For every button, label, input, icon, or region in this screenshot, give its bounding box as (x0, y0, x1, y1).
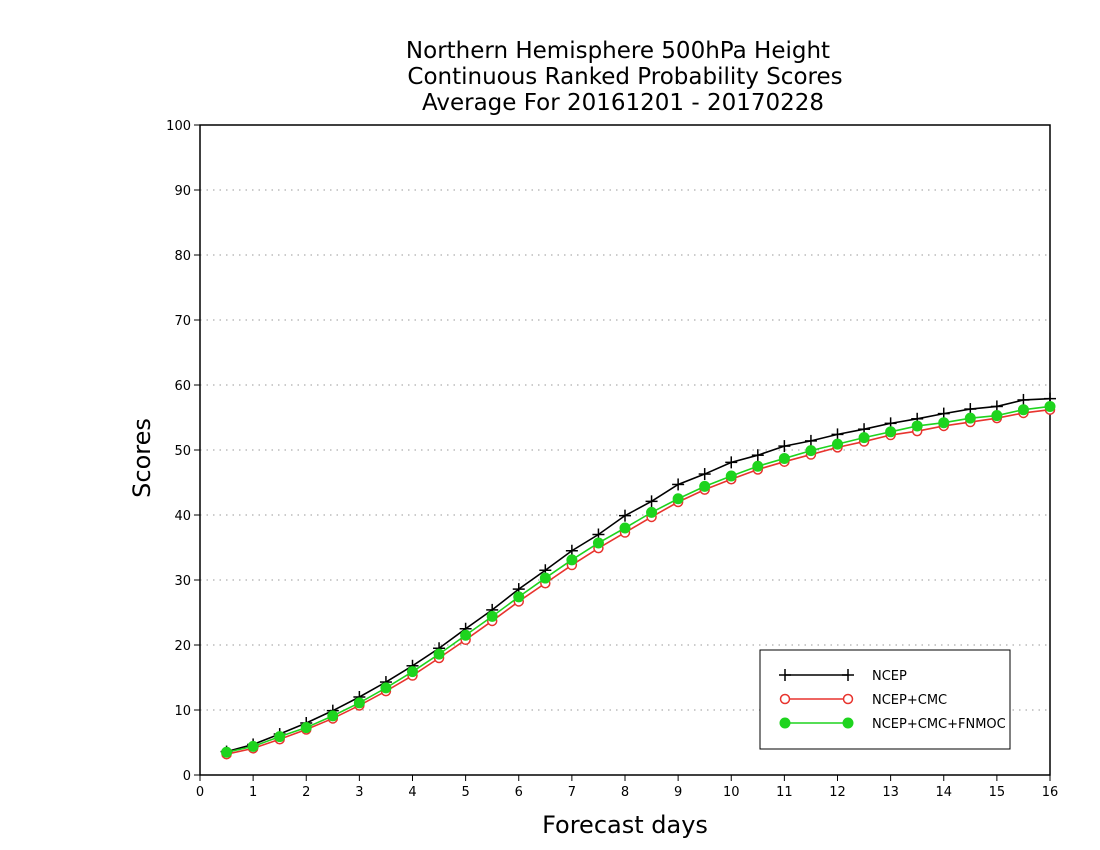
point-plus (725, 456, 738, 469)
x-tick-label: 16 (1042, 785, 1059, 800)
legend: NCEP NCEP+CMC NCEP+CMC+FNMOC (759, 649, 1011, 750)
title-line-1: Northern Hemisphere 500hPa Height (406, 38, 830, 64)
legend-entry: NCEP+CMC (779, 693, 947, 708)
chart-title: Northern Hemisphere 500hPa Height Contin… (406, 38, 843, 116)
point-plus (831, 428, 844, 441)
x-axis: 0 1 2 3 4 5 6 7 8 9 10 11 12 13 14 15 16 (196, 775, 1058, 800)
legend-label: NCEP+CMC (872, 693, 947, 708)
data-series (220, 392, 1056, 760)
x-tick-label: 15 (989, 785, 1006, 800)
point-filled-circle (486, 610, 498, 622)
y-tick-label: 80 (174, 249, 191, 264)
legend-entry: NCEP (779, 669, 907, 684)
y-tick-label: 50 (174, 444, 191, 459)
y-tick-label: 30 (174, 574, 191, 589)
y-tick-label: 0 (183, 769, 191, 784)
point-filled-circle (353, 697, 365, 709)
point-filled-circle (1044, 400, 1056, 412)
point-filled-circle (699, 480, 711, 492)
point-filled-circle (592, 537, 604, 549)
x-tick-label: 13 (882, 785, 899, 800)
point-plus (1017, 393, 1030, 406)
series-line (226, 397, 1051, 753)
point-filled-circle (247, 740, 259, 752)
point-filled-circle (938, 417, 950, 429)
x-tick-label: 1 (249, 785, 257, 800)
point-filled-circle (566, 554, 578, 566)
point-filled-circle (300, 722, 312, 734)
legend-label: NCEP+CMC+FNMOC (872, 717, 1006, 732)
x-tick-label: 8 (621, 785, 629, 800)
point-open-circle (779, 693, 791, 705)
x-tick-label: 0 (196, 785, 204, 800)
y-tick-label: 100 (166, 119, 191, 134)
y-tick-label: 40 (174, 509, 191, 524)
y-axis-label: Scores (128, 418, 156, 498)
point-plus (778, 440, 791, 453)
point-plus (645, 495, 658, 508)
x-tick-label: 4 (408, 785, 416, 800)
point-filled-circle (646, 506, 658, 518)
point-filled-circle (1017, 404, 1029, 416)
y-tick-label: 10 (174, 704, 191, 719)
point-plus (672, 478, 685, 491)
x-tick-label: 14 (935, 785, 952, 800)
point-open-circle (842, 693, 854, 705)
legend-entry: NCEP+CMC+FNMOC (779, 717, 1006, 732)
x-tick-label: 2 (302, 785, 310, 800)
y-axis: 0 10 20 30 40 50 60 70 80 90 100 (166, 119, 200, 784)
point-filled-circle (380, 682, 392, 694)
x-tick-label: 10 (723, 785, 740, 800)
gridlines (200, 189, 1050, 711)
point-plus (842, 669, 854, 681)
x-tick-label: 3 (355, 785, 363, 800)
point-filled-circle (832, 438, 843, 450)
x-tick-label: 12 (829, 785, 846, 800)
x-tick-label: 7 (568, 785, 576, 800)
series-2 (221, 400, 1056, 758)
legend-label: NCEP (872, 669, 907, 684)
point-filled-circle (407, 666, 418, 678)
point-plus (804, 434, 817, 447)
x-tick-label: 9 (674, 785, 682, 800)
y-tick-label: 20 (174, 639, 191, 654)
x-tick-label: 6 (515, 785, 523, 800)
point-filled-circle (672, 493, 684, 505)
point-filled-circle (327, 710, 339, 722)
point-plus (751, 449, 764, 462)
y-tick-label: 90 (174, 184, 191, 199)
point-filled-circle (725, 470, 737, 482)
point-filled-circle (221, 746, 233, 758)
point-filled-circle (911, 420, 923, 432)
y-tick-label: 70 (174, 314, 191, 329)
point-filled-circle (752, 460, 764, 472)
point-plus (619, 509, 631, 522)
point-filled-circle (513, 591, 525, 603)
x-axis-label: Forecast days (542, 811, 708, 839)
point-filled-circle (460, 629, 472, 641)
point-filled-circle (964, 412, 976, 424)
point-filled-circle (858, 432, 870, 444)
point-filled-circle (433, 648, 445, 660)
y-tick-label: 60 (174, 379, 191, 394)
point-filled-circle (778, 452, 790, 464)
point-plus (698, 468, 711, 481)
point-plus (779, 669, 791, 681)
point-filled-circle (991, 410, 1003, 422)
x-tick-label: 11 (776, 785, 793, 800)
point-filled-circle (539, 572, 551, 584)
x-tick-label: 5 (461, 785, 469, 800)
point-filled-circle (274, 731, 286, 743)
title-line-3: Average For 20161201 - 20170228 (422, 90, 824, 116)
point-filled-circle (885, 426, 897, 438)
title-line-2: Continuous Ranked Probability Scores (407, 64, 842, 90)
point-filled-circle (842, 717, 854, 729)
point-filled-circle (805, 445, 817, 457)
point-filled-circle (619, 522, 631, 534)
point-filled-circle (779, 717, 791, 729)
